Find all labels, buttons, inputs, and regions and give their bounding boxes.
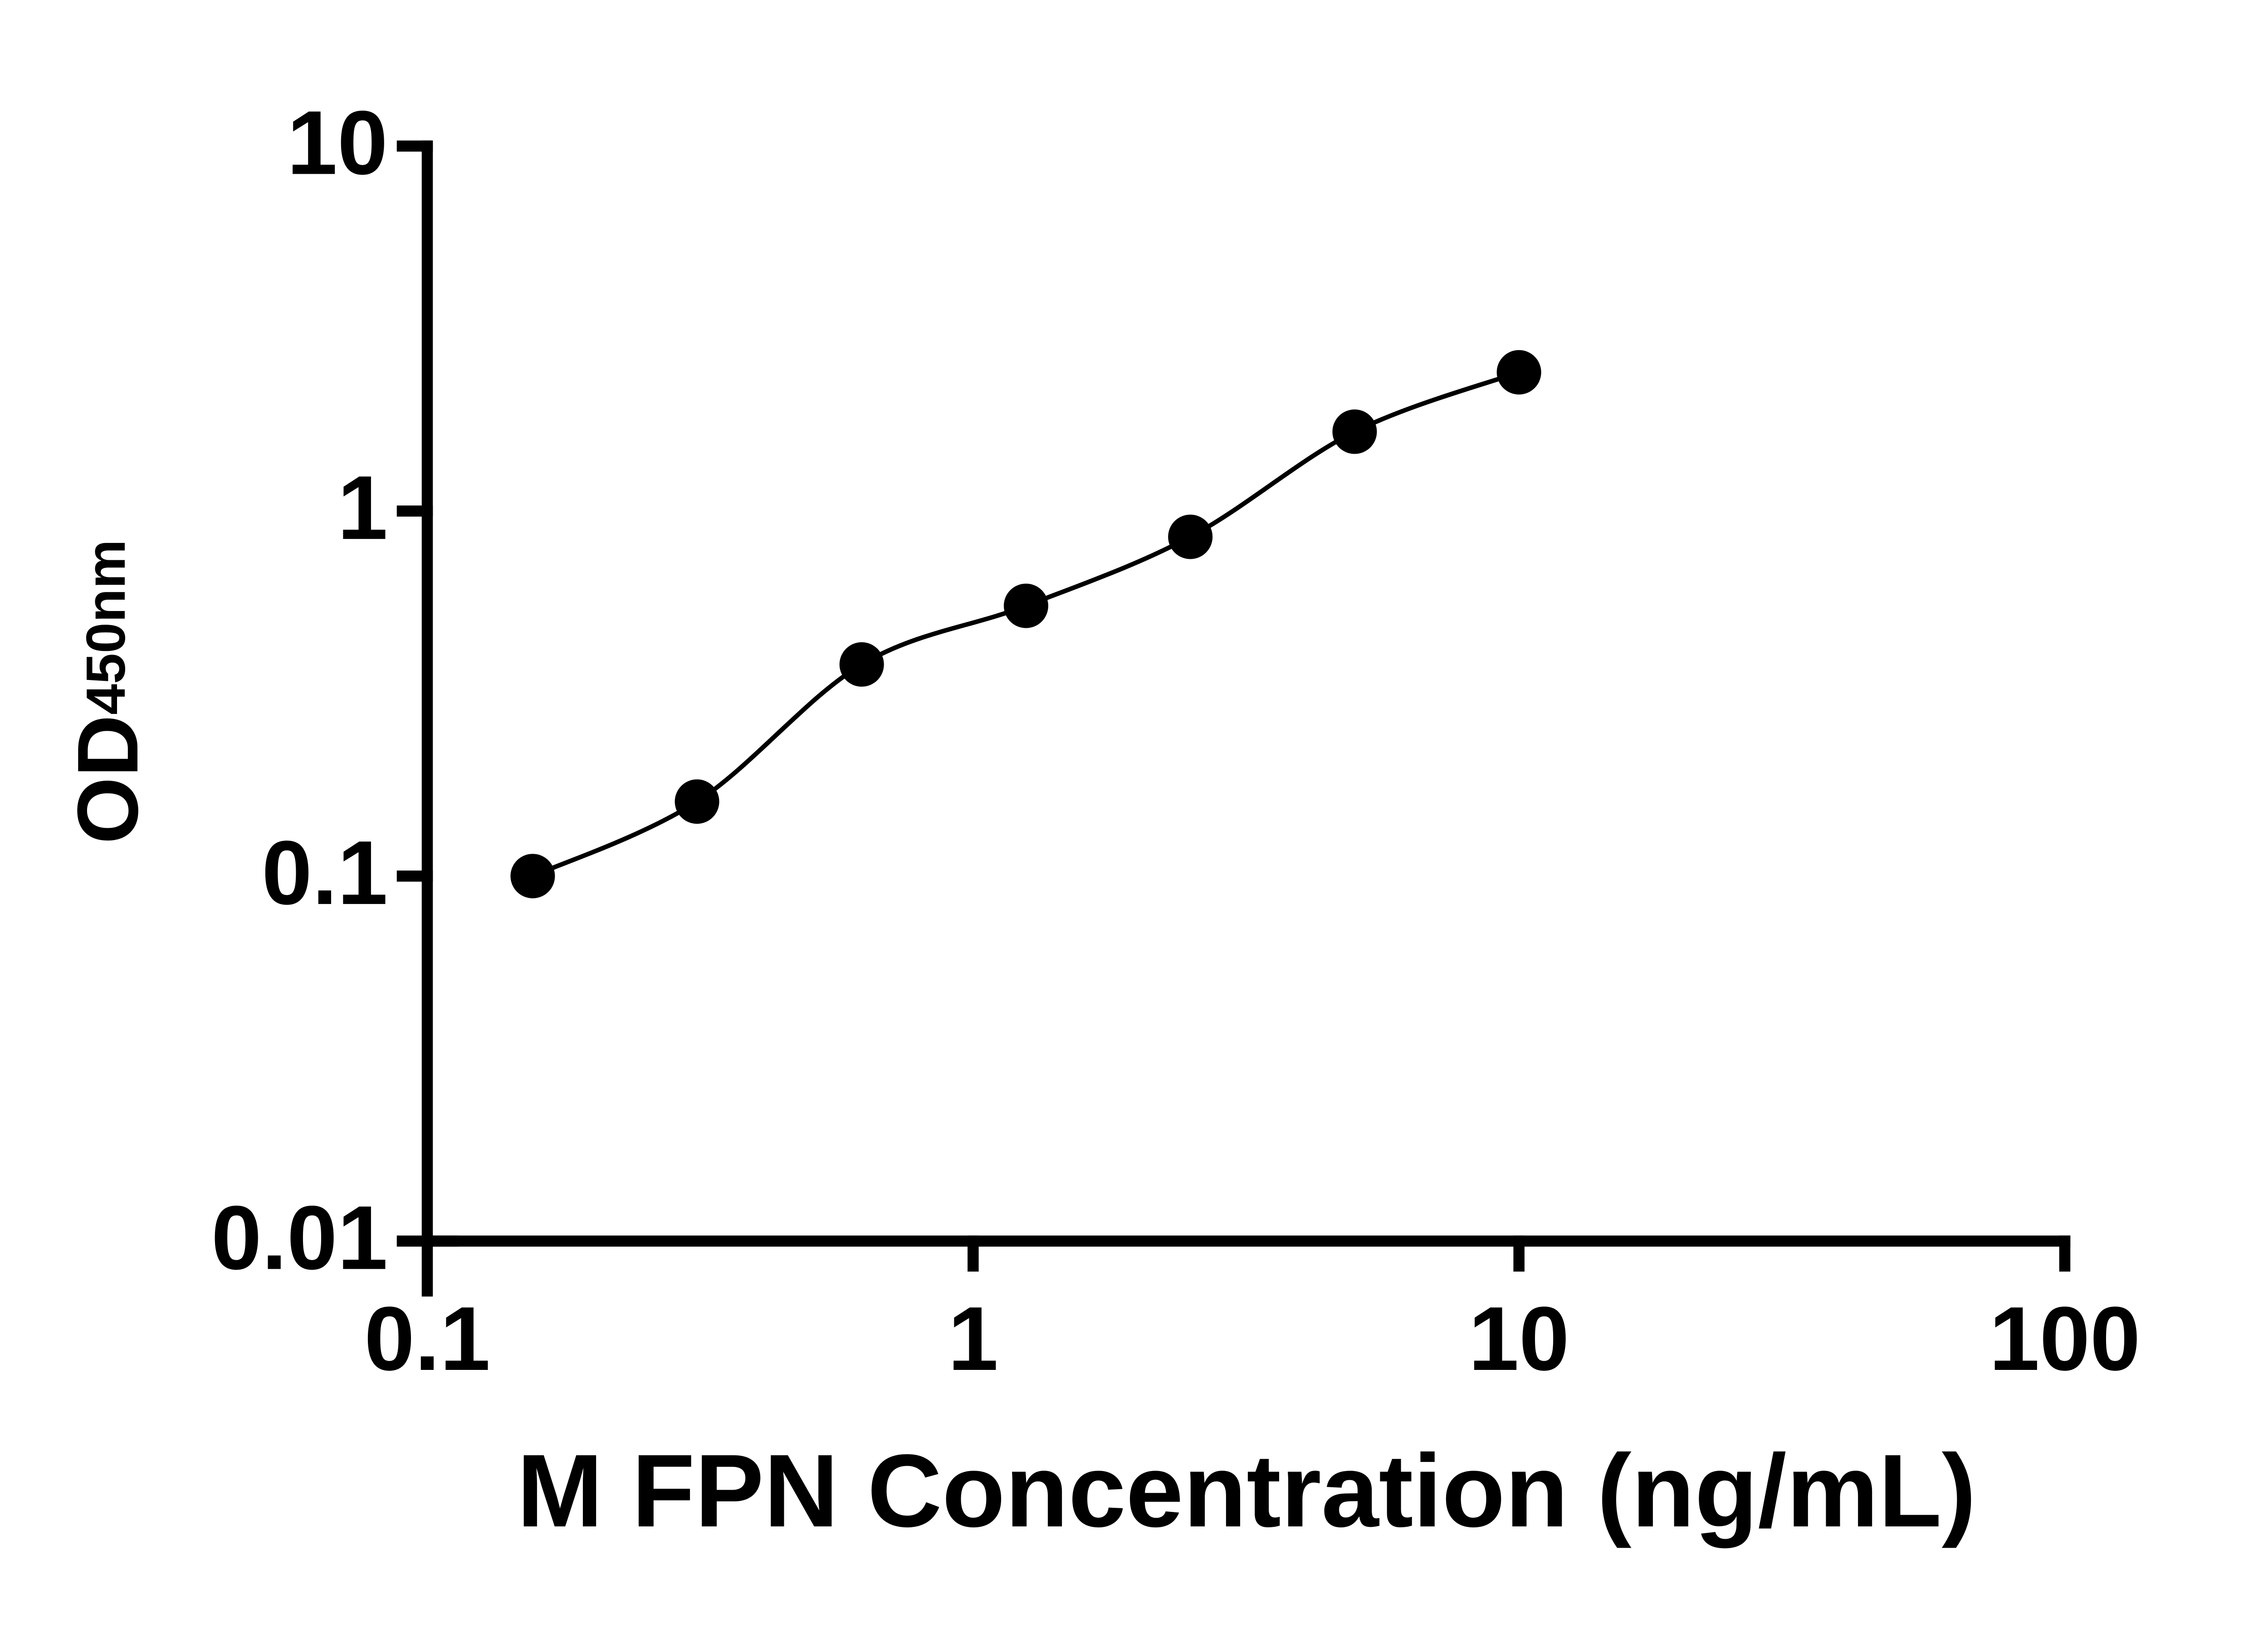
svg-text:10: 10 xyxy=(287,93,388,194)
svg-text:10: 10 xyxy=(1468,1288,1569,1389)
svg-text:1: 1 xyxy=(948,1288,998,1389)
svg-text:0.01: 0.01 xyxy=(211,1188,388,1289)
svg-text:M FPN Concentration (ng/mL): M FPN Concentration (ng/mL) xyxy=(517,1433,1976,1549)
svg-text:100: 100 xyxy=(1989,1288,2141,1389)
svg-text:1: 1 xyxy=(337,457,388,558)
svg-text:0.1: 0.1 xyxy=(262,822,388,924)
svg-text:0.1: 0.1 xyxy=(364,1288,490,1389)
